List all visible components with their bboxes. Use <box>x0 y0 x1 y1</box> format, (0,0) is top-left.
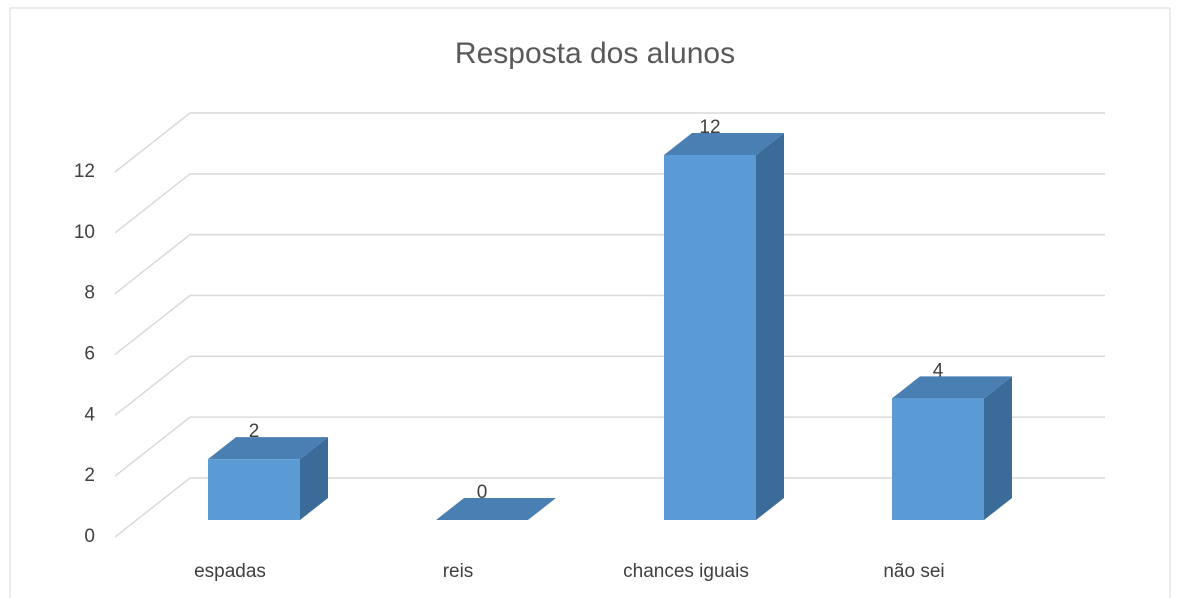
chart-title: Resposta dos alunos <box>455 37 735 70</box>
data-label: 12 <box>699 117 720 138</box>
y-tick-label: 6 <box>84 344 95 365</box>
bar-side <box>300 437 328 520</box>
bar-top <box>436 498 556 520</box>
y-tick-label: 4 <box>84 404 95 425</box>
bar-top <box>664 133 784 155</box>
bar-side <box>756 133 784 520</box>
y-tick-label: 12 <box>74 161 95 182</box>
grid-line <box>114 477 1105 538</box>
y-tick-label: 8 <box>84 283 95 304</box>
bar <box>208 459 300 520</box>
x-tick-label: não sei <box>883 561 944 582</box>
grid-line <box>114 355 1105 416</box>
bar <box>664 155 756 520</box>
data-label: 2 <box>249 421 260 442</box>
y-tick-label: 2 <box>84 465 95 486</box>
y-tick-label: 0 <box>84 526 95 547</box>
bar-side <box>984 376 1012 520</box>
x-tick-label: espadas <box>194 561 266 582</box>
data-label: 0 <box>477 482 488 503</box>
grid-line <box>114 233 1105 295</box>
bar-top <box>208 437 328 460</box>
grid-line <box>114 173 1105 234</box>
x-tick-label: reis <box>443 561 474 582</box>
bar <box>892 398 984 520</box>
grid-line <box>114 294 1105 356</box>
x-tick-label: chances iguais <box>623 561 749 582</box>
y-tick-label: 10 <box>74 222 95 243</box>
bar-top <box>892 376 1012 399</box>
data-label: 4 <box>933 360 944 381</box>
grid-line <box>114 112 1105 173</box>
grid-line <box>114 416 1105 477</box>
